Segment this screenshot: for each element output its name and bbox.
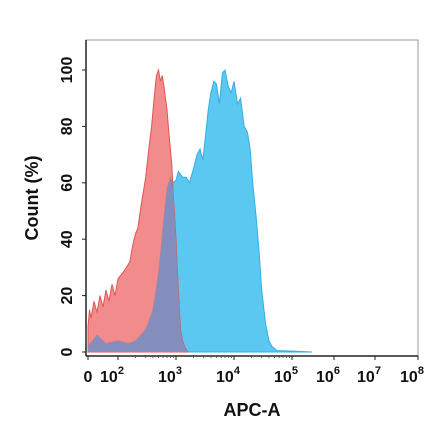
x-tick-label: 0 bbox=[84, 369, 93, 386]
x-tick-label: 103 bbox=[158, 365, 182, 386]
y-tick-label: 0 bbox=[59, 347, 76, 356]
y-tick-label: 80 bbox=[59, 117, 76, 135]
x-axis-title: APC-A bbox=[224, 400, 281, 420]
x-tick-label: 104 bbox=[216, 365, 241, 386]
y-axis-title: Count (%) bbox=[22, 156, 42, 241]
x-tick-label: 107 bbox=[357, 365, 381, 386]
y-tick-label: 60 bbox=[59, 174, 76, 192]
y-tick-label: 100 bbox=[59, 57, 76, 84]
x-tick-label: 106 bbox=[316, 365, 340, 386]
histogram-overlap-region bbox=[88, 178, 187, 352]
x-tick-label: 108 bbox=[400, 365, 424, 386]
y-tick-label: 20 bbox=[59, 287, 76, 305]
x-tick-label: 105 bbox=[274, 365, 298, 386]
x-tick-label: 102 bbox=[100, 365, 124, 386]
y-tick-label: 40 bbox=[59, 230, 76, 248]
